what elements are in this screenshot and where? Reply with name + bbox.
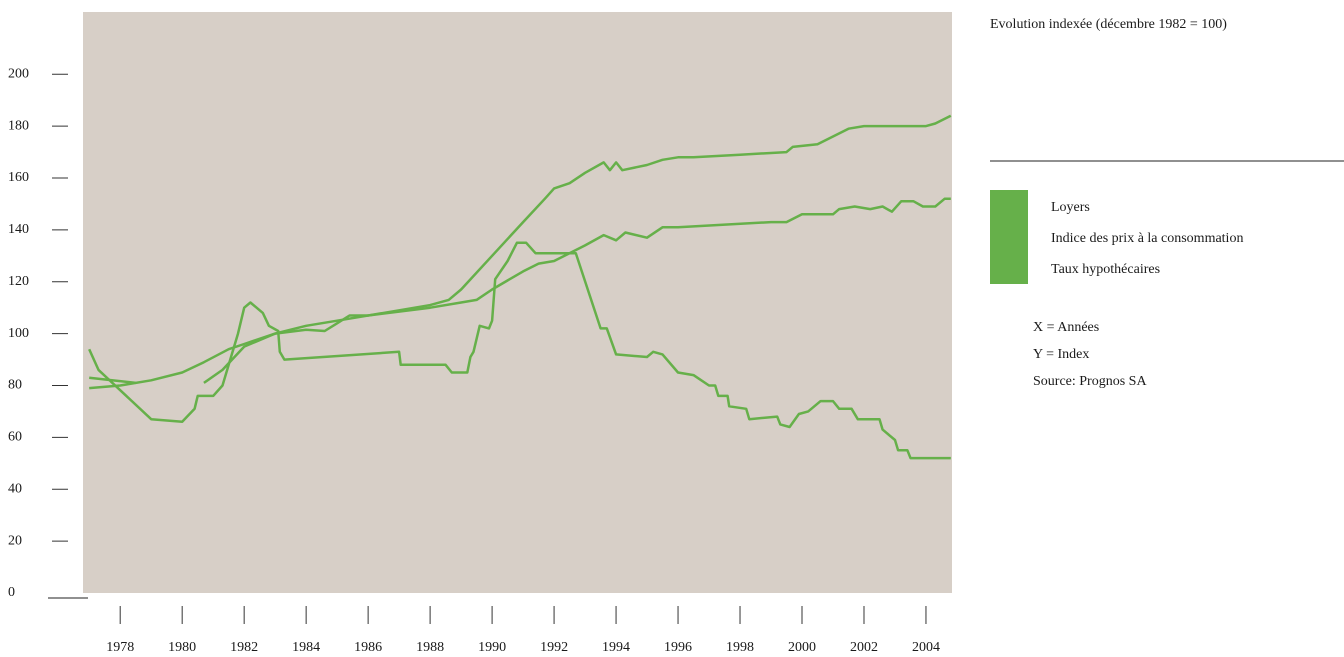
plot-area [83, 12, 952, 593]
x-tick-label: 1998 [726, 640, 754, 655]
x-tick-label: 1982 [230, 640, 258, 655]
y-tick-label: 20 [8, 533, 22, 548]
series-line [88, 241, 951, 460]
x-tick-label: 1990 [478, 640, 506, 655]
note: Y = Index [1033, 347, 1089, 362]
x-tick-label: 1986 [354, 640, 382, 655]
y-tick-label: 120 [8, 274, 29, 289]
y-tick-label: 60 [8, 430, 22, 445]
x-tick-label: 1988 [416, 640, 444, 655]
x-tick-label: 1984 [292, 640, 320, 655]
legend-swatch [990, 190, 1028, 222]
y-tick-label: 80 [8, 378, 22, 393]
y-tick-label: 0 [8, 585, 15, 600]
y-tick-label: 100 [8, 326, 29, 341]
legend-label: Loyers [1051, 200, 1090, 215]
note: X = Années [1033, 320, 1099, 335]
legend-label: Taux hypothécaires [1051, 262, 1160, 277]
legend-swatch [990, 221, 1028, 253]
x-tick-label: 2000 [788, 640, 816, 655]
x-tick-label: 1996 [664, 640, 692, 655]
note: Source: Prognos SA [1033, 374, 1147, 389]
y-tick-label: 140 [8, 222, 29, 237]
chart-title: Evolution indexée (décembre 1982 = 100) [990, 17, 1227, 32]
y-tick-label: 180 [8, 118, 29, 133]
x-tick-label: 1980 [168, 640, 196, 655]
y-tick-label: 40 [8, 481, 22, 496]
x-tick-label: 1994 [602, 640, 630, 655]
y-tick-label: 200 [8, 66, 29, 81]
x-tick-label: 2002 [850, 640, 878, 655]
legend-swatch [990, 252, 1028, 284]
x-tick-label: 1978 [106, 640, 134, 655]
x-tick-label: 1992 [540, 640, 568, 655]
x-tick-label: 2004 [912, 640, 940, 655]
legend-label: Indice des prix à la consommation [1051, 231, 1243, 246]
series-line [89, 197, 951, 385]
y-tick-label: 160 [8, 170, 29, 185]
